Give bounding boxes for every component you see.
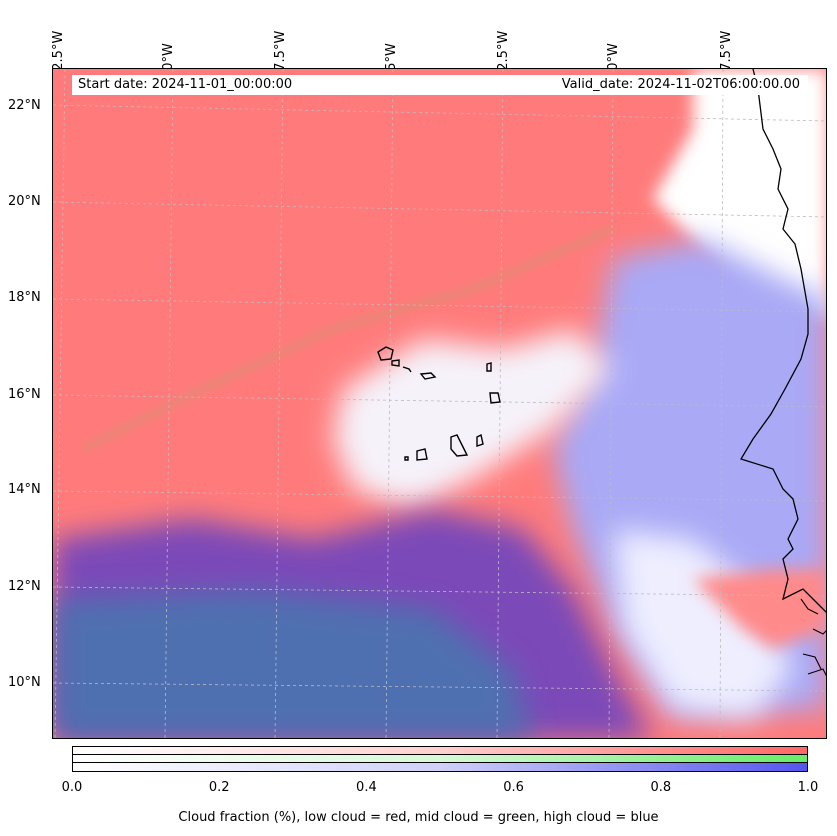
colorbar-tick-label: 0.2 <box>208 780 230 795</box>
colorbar-label: Cloud fraction (%), low cloud = red, mid… <box>178 810 659 825</box>
colorbar-tick-label: 0.8 <box>650 780 672 795</box>
africa-coastline <box>740 69 826 613</box>
latitude-label: 16°N <box>8 387 41 402</box>
clear-patch-southeast <box>613 529 793 719</box>
clear-region-northeast <box>653 69 826 319</box>
colorbar-tick-label: 0.4 <box>356 780 377 795</box>
high-cloud-southwest <box>53 589 533 738</box>
colorbar-high-cloud <box>73 763 807 771</box>
clear-patch-central <box>333 329 613 509</box>
colorbar-low-cloud <box>73 747 807 755</box>
colorbar-tick-label: 0.0 <box>61 780 83 795</box>
latitude-label: 10°N <box>8 675 41 690</box>
cape-verde-islands <box>377 346 501 461</box>
low-cloud-southeast <box>693 569 826 649</box>
mid-cloud-streak <box>81 226 615 452</box>
colorbar-mid-cloud <box>73 755 807 763</box>
graticule <box>53 69 826 738</box>
cloud-fraction-map <box>52 68 827 739</box>
colorbar <box>72 746 808 772</box>
latitude-label: 12°N <box>8 579 41 594</box>
colorbar-tick-label: 1.0 <box>797 780 819 795</box>
latitude-label: 22°N <box>8 98 41 113</box>
start-date-label: Start date: 2024-11-01_00:00:00 <box>78 77 293 92</box>
map-canvas <box>53 69 826 738</box>
coastline-detail <box>800 598 826 677</box>
latitude-label: 18°N <box>8 290 41 305</box>
date-header: Start date: 2024-11-01_00:00:00 Valid_da… <box>72 75 808 95</box>
latitude-label: 14°N <box>8 482 41 497</box>
latitude-label: 20°N <box>8 194 41 209</box>
valid-date-label: Valid_date: 2024-11-02T06:00:00.00 <box>561 77 800 92</box>
colorbar-tick-label: 0.6 <box>503 780 524 795</box>
